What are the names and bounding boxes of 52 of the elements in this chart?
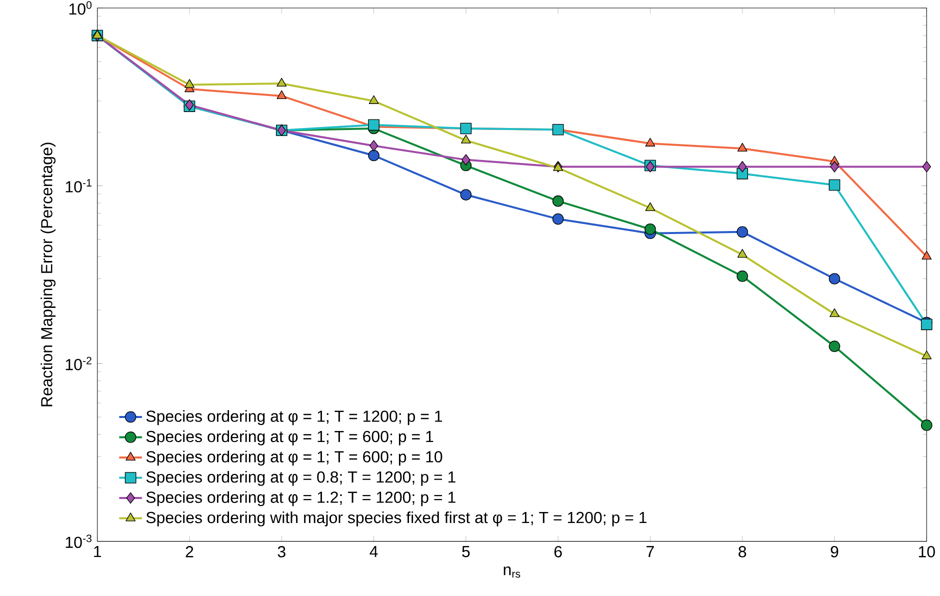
point — [920, 420, 932, 431]
point — [369, 140, 378, 152]
point — [828, 340, 840, 352]
point — [830, 308, 840, 318]
point — [737, 142, 748, 152]
y-tick-label: 10$^{0}$ — [69, 1, 92, 15]
y-tick-label: 10$^{-2}$ — [66, 356, 92, 370]
point — [736, 226, 748, 238]
y-axis-title: Reaction Mapping Error (Percentage) — [40, 142, 56, 406]
x-tick-label: 1 — [94, 546, 102, 558]
legend-label: Species ordering at φ = 1; T = 1200; p = 1 — [146, 410, 442, 426]
legend-label: Species ordering with major species fixed first at φ = 1; T = 1200; p = 1 — [146, 511, 646, 526]
x-tick-label: 9 — [830, 546, 838, 558]
x-axis-title: n$_{rs}$ — [504, 566, 520, 578]
point — [645, 138, 656, 146]
point — [737, 248, 748, 258]
point — [736, 270, 748, 282]
y-tick-label: 10$^{-3}$ — [66, 534, 92, 548]
point — [828, 273, 840, 284]
point — [922, 250, 932, 260]
point — [276, 90, 287, 99]
legend-label: Species ordering at φ = 0.8; T = 1200; p = 1 — [146, 470, 456, 486]
x-tick-label: 5 — [462, 546, 470, 558]
legend-label: Species ordering at φ = 1.2; T = 1200; p = 1 — [146, 491, 456, 506]
x-tick-label: 3 — [278, 546, 286, 558]
point — [830, 161, 839, 172]
point — [552, 195, 564, 207]
point — [645, 202, 656, 211]
point — [828, 179, 840, 191]
x-tick-label: 8 — [738, 546, 746, 558]
x-tick-label: 2 — [186, 546, 194, 558]
x-tick-label: 10 — [918, 546, 935, 558]
point — [738, 161, 747, 172]
x-tick-label: 4 — [370, 546, 378, 558]
y-tick-label: 10$^{-1}$ — [66, 179, 92, 192]
point — [460, 122, 472, 134]
point — [552, 213, 564, 225]
point — [462, 154, 470, 166]
point — [184, 79, 194, 88]
point — [276, 78, 287, 87]
point — [644, 224, 656, 235]
legend-label: Species ordering at φ = 1; T = 600; p = 1 — [146, 430, 434, 446]
legend-label: Species ordering at φ = 1; T = 600; p = 10 — [146, 450, 442, 466]
x-tick-label: 7 — [646, 546, 654, 558]
point — [922, 350, 932, 360]
point — [368, 95, 379, 104]
point — [368, 150, 380, 162]
point — [552, 124, 564, 136]
point — [460, 189, 472, 200]
point — [460, 134, 471, 144]
point — [922, 161, 931, 172]
x-tick-label: 6 — [554, 546, 562, 558]
